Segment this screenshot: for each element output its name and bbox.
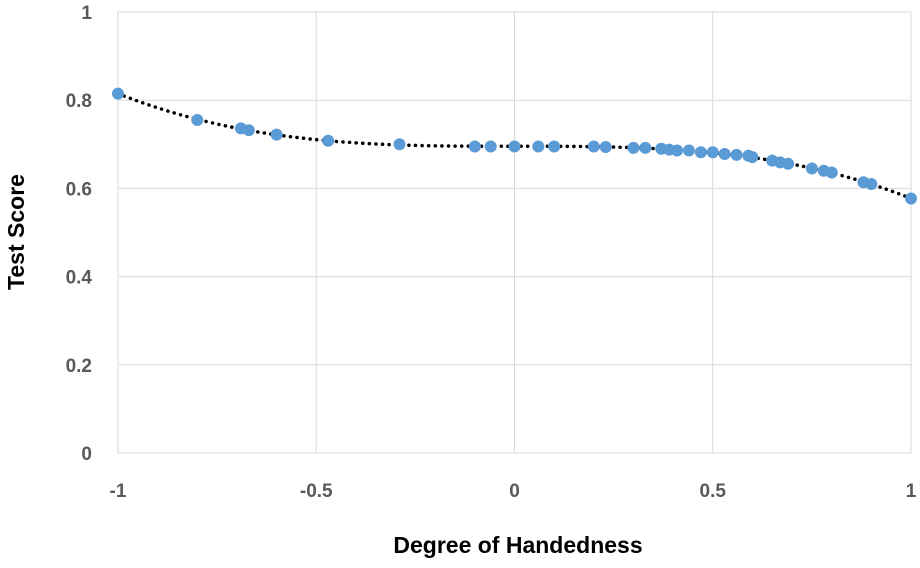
y-tick-label: 0.8	[66, 91, 92, 112]
x-tick-label: 0	[509, 481, 520, 502]
data-point	[694, 146, 707, 159]
y-tick-label: 1	[81, 3, 92, 24]
data-point	[865, 177, 878, 190]
x-tick-label: 0.5	[700, 481, 727, 502]
data-point	[468, 140, 481, 153]
data-point	[393, 138, 406, 151]
data-points	[112, 87, 917, 205]
data-point	[782, 157, 795, 170]
data-point	[270, 128, 283, 141]
data-point	[242, 124, 255, 137]
data-point	[730, 148, 743, 161]
y-axis-title: Test Score	[3, 174, 29, 290]
x-axis: -1 -0.5 0 0.5 1	[110, 481, 917, 502]
data-point	[718, 148, 731, 161]
data-point	[484, 140, 497, 153]
data-point	[191, 114, 204, 127]
data-point	[746, 151, 759, 164]
y-tick-label: 0	[81, 444, 92, 465]
y-tick-label: 0.4	[66, 268, 93, 289]
x-tick-label: 1	[906, 481, 917, 502]
data-point	[112, 87, 124, 100]
data-point	[599, 140, 612, 153]
data-point	[627, 141, 640, 154]
y-tick-label: 0.2	[66, 356, 92, 377]
data-point	[639, 141, 652, 154]
data-point	[671, 144, 684, 157]
data-point	[905, 192, 917, 205]
data-point	[706, 146, 719, 159]
data-point	[548, 140, 561, 153]
data-point	[682, 144, 695, 157]
x-axis-title: Degree of Handedness	[393, 532, 642, 558]
data-point	[825, 166, 838, 179]
y-axis: 0 0.2 0.4 0.6 0.8 1	[66, 3, 93, 465]
x-tick-label: -1	[110, 481, 127, 502]
grid	[117, 11, 912, 454]
data-point	[532, 140, 545, 153]
y-tick-label: 0.6	[66, 179, 92, 200]
data-point	[587, 140, 600, 153]
data-point	[508, 140, 521, 153]
x-tick-label: -0.5	[300, 481, 333, 502]
plot-area	[117, 11, 912, 454]
data-point	[322, 134, 335, 147]
data-point	[805, 162, 818, 175]
